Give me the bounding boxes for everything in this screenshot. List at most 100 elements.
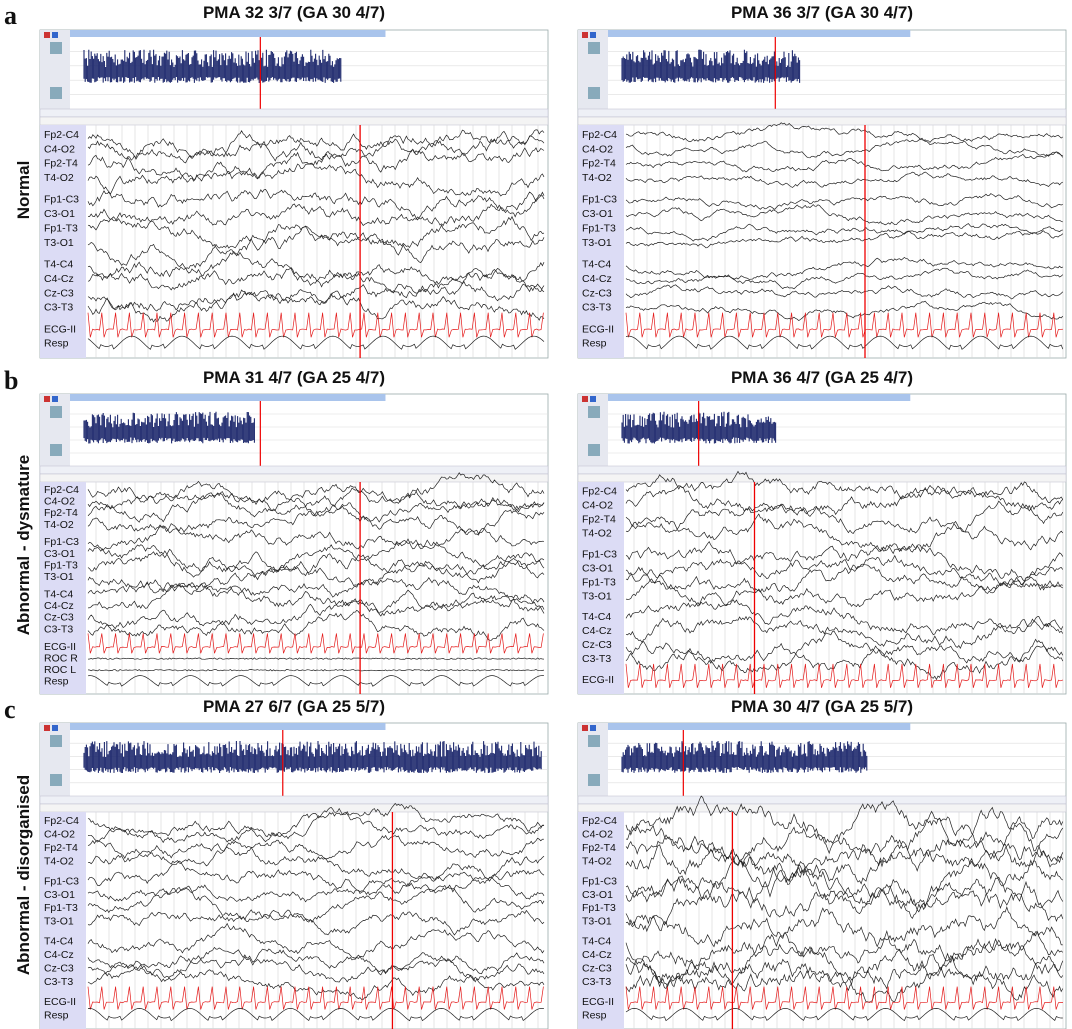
channel-label: Fp1-T3 — [582, 222, 616, 234]
toolbar — [40, 109, 548, 117]
channel-label: C3-O1 — [44, 208, 75, 220]
channel-label: Fp2-C4 — [44, 129, 79, 141]
channel-label: Fp2-C4 — [582, 486, 617, 498]
channel-label: Resp — [44, 676, 69, 688]
page: {"panels": [ {"letter": "a", "row_label"… — [0, 0, 1072, 1029]
channel-label: T3-O1 — [582, 237, 612, 249]
channel-label: Cz-C3 — [44, 287, 74, 299]
icon — [52, 396, 58, 402]
channel-label: C4-O2 — [582, 143, 613, 155]
channel-label: T3-O1 — [44, 571, 74, 583]
channel-label: Fp1-T3 — [582, 902, 616, 914]
channel-label: T4-O2 — [44, 855, 74, 867]
toolbar — [578, 109, 1066, 117]
channel-label: T3-O1 — [44, 916, 74, 928]
channel-label: C4-O2 — [44, 496, 75, 508]
channel-label: Resp — [582, 338, 607, 350]
channel-label: T3-O1 — [44, 237, 74, 249]
icon — [52, 725, 58, 731]
panel-letter: c — [4, 695, 16, 724]
channel-label: T4-C4 — [44, 936, 73, 948]
zoom-button — [50, 444, 62, 456]
channel-label: C4-Cz — [582, 949, 612, 961]
channel-label: T4-C4 — [44, 258, 73, 270]
zoom-button — [588, 444, 600, 456]
channel-label: ECG-II — [44, 323, 76, 335]
channel-label: Resp — [44, 338, 69, 350]
toolbar — [40, 466, 548, 474]
toolbar — [40, 796, 548, 804]
channel-label: C3-O1 — [44, 889, 75, 901]
channel-label: Fp2-C4 — [582, 815, 617, 827]
channel-label: Fp1-C3 — [582, 548, 617, 560]
channel-label: T4-C4 — [582, 936, 611, 948]
channel-label: T4-C4 — [582, 258, 611, 270]
icon — [582, 32, 588, 38]
zoom-button — [50, 735, 62, 747]
channel-label: Cz-C3 — [582, 963, 612, 975]
channel-label: C4-O2 — [44, 143, 75, 155]
toolbar — [578, 796, 1066, 804]
channel-label: Fp1-C3 — [582, 875, 617, 887]
panel-title: PMA 36 3/7 (GA 30 4/7) — [731, 3, 913, 22]
aeeg-header — [608, 30, 910, 37]
zoom-button — [588, 774, 600, 786]
icon — [44, 32, 50, 38]
channel-label: C4-O2 — [582, 500, 613, 512]
channel-label: Fp2-T4 — [582, 842, 616, 854]
channel-label: C3-O1 — [582, 208, 613, 220]
zoom-button — [50, 87, 62, 99]
toolbar — [578, 474, 1066, 482]
channel-label: C4-Cz — [44, 273, 74, 285]
zoom-button — [588, 87, 600, 99]
channel-label: C3-T3 — [582, 302, 611, 314]
channel-label: T4-C4 — [582, 611, 611, 623]
channel-label: C3-T3 — [582, 976, 611, 988]
channel-label: C4-Cz — [44, 949, 74, 961]
channel-label: Cz-C3 — [44, 612, 74, 624]
channel-label: Cz-C3 — [582, 287, 612, 299]
channel-label: Fp2-T4 — [44, 507, 78, 519]
panel-title: PMA 31 4/7 (GA 25 4/7) — [203, 368, 385, 387]
channel-label: Fp1-T3 — [582, 576, 616, 588]
channel-label: C3-O1 — [582, 889, 613, 901]
channel-label: Cz-C3 — [582, 639, 612, 651]
channel-label: ROC L — [44, 664, 76, 676]
channel-label: Resp — [582, 1009, 607, 1021]
icon — [582, 396, 588, 402]
channel-label: T4-C4 — [44, 588, 73, 600]
channel-label: T4-O2 — [582, 172, 612, 184]
channel-label: Fp1-C3 — [582, 194, 617, 206]
aeeg-header — [70, 723, 385, 730]
channel-label: T3-O1 — [582, 590, 612, 602]
channel-label: Cz-C3 — [44, 963, 74, 975]
channel-label: ECG-II — [582, 674, 614, 686]
channel-label: C4-Cz — [582, 273, 612, 285]
panel-title: PMA 36 4/7 (GA 25 4/7) — [731, 368, 913, 387]
channel-label: ECG-II — [582, 323, 614, 335]
figure: aNormalPMA 32 3/7 (GA 30 4/7)Fp2-C4C4-O2… — [0, 0, 1072, 1029]
channel-label: T4-O2 — [44, 172, 74, 184]
channel-label: Fp1-C3 — [44, 875, 79, 887]
aeeg-header — [70, 394, 385, 401]
channel-label: Fp2-C4 — [44, 815, 79, 827]
aeeg-header — [70, 30, 385, 37]
icon — [590, 396, 596, 402]
channel-label: Fp2-C4 — [44, 484, 79, 496]
channel-label: Fp2-C4 — [582, 129, 617, 141]
channel-label: T3-O1 — [582, 916, 612, 928]
channel-label: T4-O2 — [582, 527, 612, 539]
channel-label: C3-T3 — [44, 302, 73, 314]
row-label: Normal — [14, 161, 33, 220]
channel-label: T4-O2 — [582, 855, 612, 867]
channel-label: Fp1-C3 — [44, 194, 79, 206]
channel-label: C4-O2 — [44, 829, 75, 841]
channel-label: Resp — [44, 1009, 69, 1021]
zoom-button — [588, 42, 600, 54]
channel-label: C4-Cz — [44, 600, 74, 612]
channel-label: C3-O1 — [582, 562, 613, 574]
channel-label: C3-T3 — [44, 623, 73, 635]
row-label: Abnormal - disorganised — [14, 775, 33, 975]
icon — [590, 32, 596, 38]
aeeg-header — [608, 723, 910, 730]
